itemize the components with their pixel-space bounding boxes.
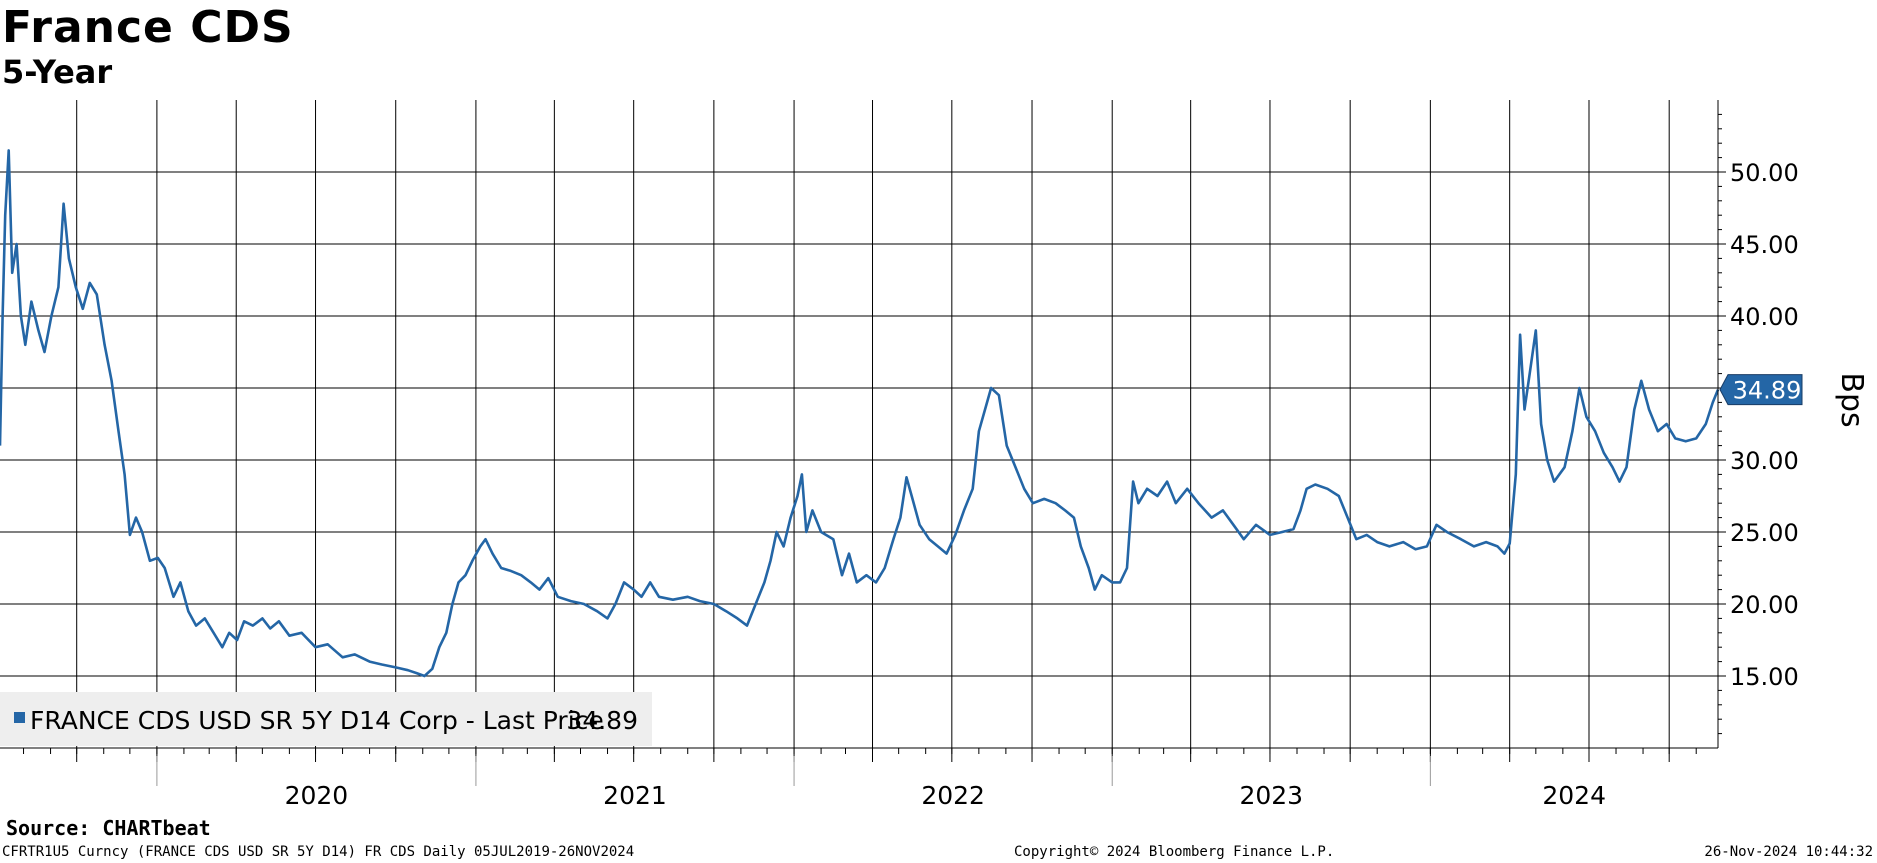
legend-label: FRANCE CDS USD SR 5Y D14 Corp - Last Pri… (30, 706, 604, 735)
x-tick-label: 2021 (603, 781, 667, 810)
y-axis-label: Bps (1834, 372, 1869, 427)
timestamp: 26-Nov-2024 10:44:32 (1704, 844, 1873, 860)
legend-swatch (14, 712, 25, 723)
series-layer (0, 149, 1720, 678)
y-tick-label: 40.00 (1730, 303, 1799, 331)
legend-box (0, 692, 652, 746)
y-tick-label: 25.00 (1730, 519, 1799, 547)
y-tick-label: 45.00 (1730, 231, 1799, 259)
axes: 15.0020.0025.0030.0035.0040.0045.0050.00… (0, 100, 1869, 810)
y-tick-label: 15.00 (1730, 663, 1799, 691)
x-tick-label: 2023 (1239, 781, 1303, 810)
y-tick-label: 50.00 (1730, 159, 1799, 187)
x-tick-label: 2020 (285, 781, 349, 810)
chart-title: France CDS (2, 2, 294, 53)
last-price-marker (1719, 374, 1803, 406)
y-tick-label: 30.00 (1730, 447, 1799, 475)
legend-last-value: 34.89 (566, 706, 638, 735)
y-tick-label: 20.00 (1730, 591, 1799, 619)
gridlines (0, 100, 1718, 748)
source-note: Source: CHARTbeat (6, 816, 211, 840)
copyright-note: Copyright© 2024 Bloomberg Finance L.P. (1014, 844, 1335, 860)
ticker-info: CFRTR1U5 Curncy (FRANCE CDS USD SR 5Y D1… (2, 844, 635, 860)
chart-subtitle: 5-Year (2, 53, 113, 91)
x-tick-label: 2022 (921, 781, 985, 810)
legend: FRANCE CDS USD SR 5Y D14 Corp - Last Pri… (0, 692, 652, 746)
x-tick-label: 2024 (1542, 781, 1606, 810)
series-line (0, 149, 1720, 678)
last-price-label: 34.89 (1733, 377, 1802, 405)
